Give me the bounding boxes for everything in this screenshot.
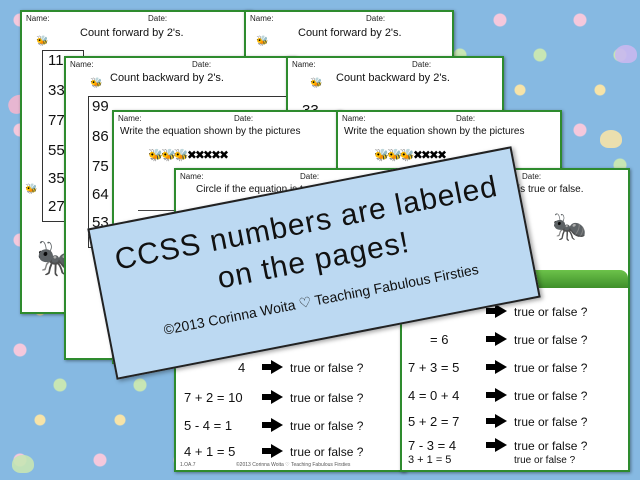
arrow-icon	[262, 364, 271, 370]
true-false-choice: true or false ?	[514, 333, 588, 347]
butterfly-icon	[12, 455, 34, 473]
name-label: Name:	[26, 14, 50, 23]
arrow-icon	[486, 442, 495, 448]
arrow-icon	[262, 394, 271, 400]
true-false-choice: true or false ?	[514, 389, 588, 403]
arrow-icon	[271, 360, 283, 374]
name-label: Name:	[292, 60, 316, 69]
true-false-choice: true or false ?	[290, 419, 364, 433]
arrow-icon	[495, 438, 507, 452]
arrow-icon	[486, 392, 495, 398]
true-false-choice: true or false ?	[290, 445, 364, 459]
date-label: Date:	[522, 172, 542, 181]
equation-text: 7 + 3 = 5	[408, 360, 460, 375]
equation-text: 7 - 3 = 4	[408, 438, 457, 453]
equation-text: 4	[238, 360, 246, 375]
footer-standard: 1.OA.7	[180, 462, 196, 468]
date-label: Date:	[192, 60, 212, 69]
arrow-icon	[262, 448, 271, 454]
number-cell: 99	[92, 98, 109, 115]
worksheet-title: Count forward by 2's.	[80, 27, 184, 39]
bee-icon: 🐝	[25, 184, 38, 195]
equation-text: = 6	[430, 332, 449, 347]
arrow-icon	[495, 360, 507, 374]
equation-text: 4 + 1 = 5	[184, 444, 236, 459]
name-label: Name:	[118, 114, 142, 123]
true-false-choice: true or false ?	[514, 361, 588, 375]
equation-text: 5 - 4 = 1	[184, 418, 233, 433]
worksheet-title: Count forward by 2's.	[298, 27, 402, 39]
worksheet-title: Circle if the equation is true or false.	[196, 184, 356, 195]
worksheet-title: Count backward by 2's.	[336, 72, 450, 84]
worksheet-title: Write the equation shown by the pictures	[344, 126, 525, 137]
equation-text: 3 + 1 = 5	[408, 454, 452, 466]
arrow-icon	[495, 332, 507, 346]
worksheet-title: Count backward by 2's.	[110, 72, 224, 84]
butterfly-icon	[600, 130, 622, 148]
name-label: Name:	[250, 14, 274, 23]
date-label: Date:	[234, 114, 254, 123]
date-label: Date:	[412, 60, 432, 69]
number-cell: 33	[48, 82, 65, 99]
true-false-choice: true or false ?	[290, 391, 364, 405]
bee-icon: 🐝	[310, 78, 323, 89]
bee-crossed-row-icon: 🐝🐝🐝✖✖✖✖✖	[148, 148, 229, 162]
true-false-choice: true or false ?	[514, 415, 588, 429]
bee-icon: 🐝	[256, 36, 269, 47]
answer-line	[138, 210, 178, 211]
true-false-choice: true or false ?	[290, 361, 364, 375]
date-label: Date:	[366, 14, 386, 23]
number-cell: 75	[92, 158, 109, 175]
arrow-icon	[486, 418, 495, 424]
arrow-icon	[495, 304, 507, 318]
arrow-icon	[495, 414, 507, 428]
name-label: Name:	[342, 114, 366, 123]
arrow-icon	[486, 364, 495, 370]
arrow-icon	[271, 444, 283, 458]
bee-crossed-row-icon: 🐝🐝🐝✖✖✖✖	[374, 148, 447, 162]
date-label: Date:	[148, 14, 168, 23]
name-label: Name:	[180, 172, 204, 181]
equation-text: 7 + 2 = 10	[184, 390, 243, 405]
date-label: Date:	[300, 172, 320, 181]
footer-credit: ©2013 Corinna Woita ♡ Teaching Fabulous …	[236, 462, 351, 468]
name-label: Name:	[70, 60, 94, 69]
true-false-choice: true or false ?	[514, 455, 576, 466]
arrow-icon	[271, 418, 283, 432]
arrow-icon	[495, 388, 507, 402]
date-label: Date:	[456, 114, 476, 123]
number-cell: 64	[92, 186, 109, 203]
number-cell: 35	[48, 170, 65, 187]
number-cell: 27	[48, 198, 65, 215]
bee-icon: 🐝	[90, 78, 103, 89]
arrow-icon	[486, 336, 495, 342]
bee-icon: 🐝	[36, 36, 49, 47]
equation-text: 4 = 0 + 4	[408, 388, 460, 403]
true-false-choice: true or false ?	[514, 305, 588, 319]
arrow-icon	[486, 308, 495, 314]
number-cell: 77	[48, 112, 65, 129]
number-cell: 55	[48, 142, 65, 159]
arrow-icon	[271, 390, 283, 404]
worksheet-title: Write the equation shown by the pictures	[120, 126, 301, 137]
true-false-choice: true or false ?	[514, 439, 588, 453]
ant-icon: 🐜	[552, 211, 587, 242]
number-cell: 11	[48, 52, 64, 69]
arrow-icon	[262, 422, 271, 428]
number-cell: 86	[92, 128, 109, 145]
butterfly-icon	[615, 45, 637, 63]
equation-text: 5 + 2 = 7	[408, 414, 460, 429]
